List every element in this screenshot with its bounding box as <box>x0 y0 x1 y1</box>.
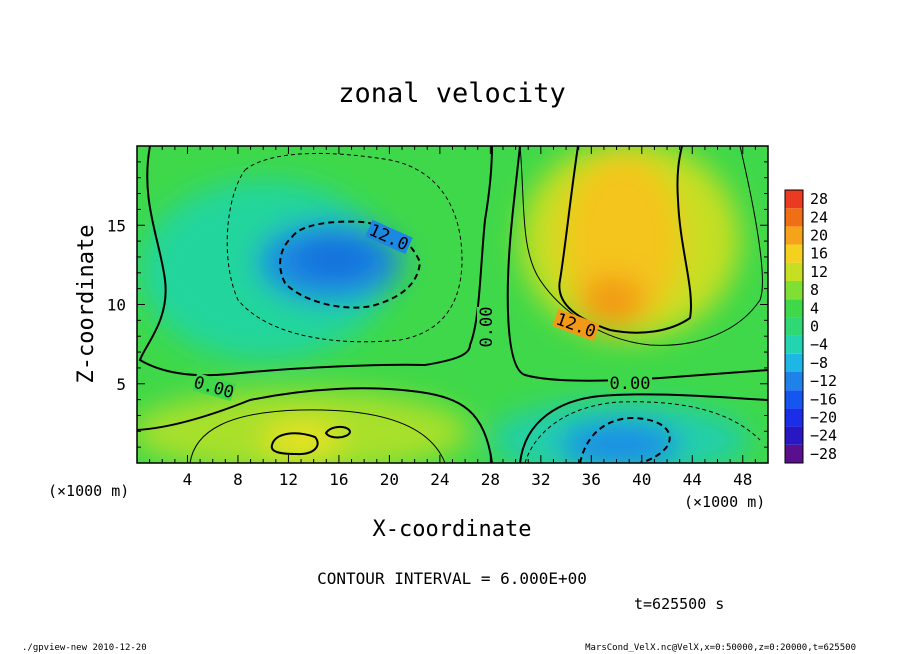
colorbar-label: −28 <box>810 445 837 463</box>
colorbar-band <box>785 190 803 209</box>
colorbar-label: 24 <box>810 208 828 226</box>
colorbar-band <box>785 226 803 245</box>
x-tick-labels: 4 8 12 16 20 24 28 32 36 40 44 48 <box>183 470 753 489</box>
x-tick-label: 48 <box>733 470 752 489</box>
x-tick-label: 36 <box>582 470 601 489</box>
contour-pos6-lower-left <box>189 409 446 463</box>
colorbar-label: −20 <box>810 409 837 427</box>
x-tick-label: 4 <box>183 470 193 489</box>
contour-neg6-lower <box>524 401 761 463</box>
colorbar-label: 12 <box>810 263 828 281</box>
colorbar-band <box>785 317 803 336</box>
x-tick-label: 24 <box>430 470 449 489</box>
x-tick-label: 16 <box>329 470 348 489</box>
y-tick-label: 5 <box>116 375 126 394</box>
contour-zero-mid <box>506 146 768 382</box>
colorbar-band <box>785 262 803 281</box>
colorbar-label: −24 <box>810 427 837 445</box>
positive-center-right <box>578 276 646 328</box>
x-tick-label: 44 <box>683 470 702 489</box>
y-tick-label: 10 <box>107 296 126 315</box>
negative-center-upper <box>295 238 375 278</box>
colorbar-band <box>785 372 803 391</box>
contour-zero-low <box>137 387 493 463</box>
colorbar-label: −12 <box>810 372 837 390</box>
footer-right: MarsCond_VelX.nc@VelX,x=0:50000,z=0:2000… <box>585 643 856 653</box>
colorbar-band <box>785 281 803 300</box>
colorbar-label: 4 <box>810 299 819 317</box>
y-axis-label: Z-coordinate <box>74 225 99 384</box>
contour-neg12-upper <box>279 220 422 309</box>
colorbar-band <box>785 408 803 427</box>
colorbar-label: −16 <box>810 390 837 408</box>
colorbar-label: 20 <box>810 227 828 245</box>
colorbar-band <box>785 208 803 227</box>
contour-pos12-lower-left <box>270 432 319 456</box>
negative-core-lower-right <box>560 421 680 463</box>
colorbar <box>785 190 803 463</box>
y-tick-labels: 5 10 15 <box>107 216 126 394</box>
colorbar-label: −4 <box>810 336 828 354</box>
colorbar-label: 8 <box>810 281 819 299</box>
contour-label-4: 0.00 <box>610 374 651 394</box>
contour-pos6-right <box>519 146 763 346</box>
colorbar-labels: 28 24 20 16 12 8 4 0 −4 −8 −12 −16 −20 −… <box>810 190 837 463</box>
colorbar-band <box>785 426 803 445</box>
positive-core-lower-left <box>262 422 342 458</box>
colorbar-label: −8 <box>810 354 828 372</box>
chart-title: zonal velocity <box>338 78 566 109</box>
x-tick-label: 40 <box>632 470 651 489</box>
colorbar-band <box>785 390 803 409</box>
contour-neg12-lower <box>579 416 671 463</box>
colorbar-band <box>785 299 803 318</box>
colorbar-label: 28 <box>810 190 828 208</box>
x-unit-right: (×1000 m) <box>684 493 765 511</box>
tick-marks <box>137 146 768 463</box>
plot-area: 12.0 12.0 0.00 0.00 0.00 <box>137 146 768 463</box>
x-tick-label: 12 <box>279 470 298 489</box>
colorbar-frame <box>784 189 804 464</box>
contour-zero-left <box>138 146 493 377</box>
contour-zero-right-low <box>519 393 768 463</box>
x-tick-label: 28 <box>481 470 500 489</box>
y-tick-label: 15 <box>107 216 126 235</box>
contour-neg6-upper <box>226 152 463 343</box>
colorbar-label: 16 <box>810 245 828 263</box>
colorbar-label: 0 <box>810 318 819 336</box>
x-tick-label: 20 <box>380 470 399 489</box>
contour-pos12-lower-left-small <box>324 425 352 439</box>
contour-interval-note: CONTOUR INTERVAL = 6.000E+00 <box>317 569 587 588</box>
colorbar-band <box>785 353 803 372</box>
colorbar-band <box>785 244 803 263</box>
x-tick-label: 32 <box>531 470 550 489</box>
time-stamp: t=625500 s <box>634 595 724 613</box>
footer-left: ./gpview-new 2010-12-20 <box>22 643 147 653</box>
x-axis-label: X-coordinate <box>373 517 532 542</box>
colorbar-band <box>785 444 803 463</box>
x-unit-left: (×1000 m) <box>48 482 129 500</box>
contour-label-3: 0.00 <box>477 307 497 348</box>
colorbar-band <box>785 335 803 354</box>
x-tick-label: 8 <box>233 470 243 489</box>
contour-pos12-right <box>558 146 692 334</box>
